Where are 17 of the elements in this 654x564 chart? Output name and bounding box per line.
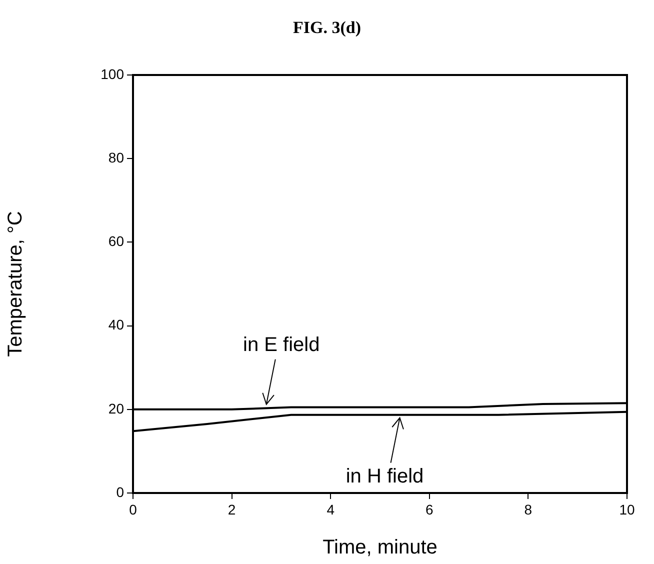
x-tick-label: 8 [524,501,532,518]
y-tick-label: 20 [108,400,124,416]
x-tick-label: 10 [619,501,635,518]
x-tick-label: 2 [228,501,236,518]
annotation: in E field [243,334,320,356]
y-tick-label: 0 [116,484,124,500]
y-tick-label: 40 [108,316,124,333]
x-tick-label: 6 [426,501,434,518]
x-tick-label: 4 [326,501,335,518]
annotation: in H field [346,465,424,488]
y-tick-label: 60 [108,233,124,250]
x-tick-label: 0 [129,501,138,518]
y-tick-label: 80 [108,149,124,166]
y-tick-label: 100 [100,66,124,82]
x-axis-title: Time, minute [322,536,438,559]
y-axis-title: Temperature, °C [4,211,27,357]
chart-title: FIG. 3(d) [293,18,361,37]
